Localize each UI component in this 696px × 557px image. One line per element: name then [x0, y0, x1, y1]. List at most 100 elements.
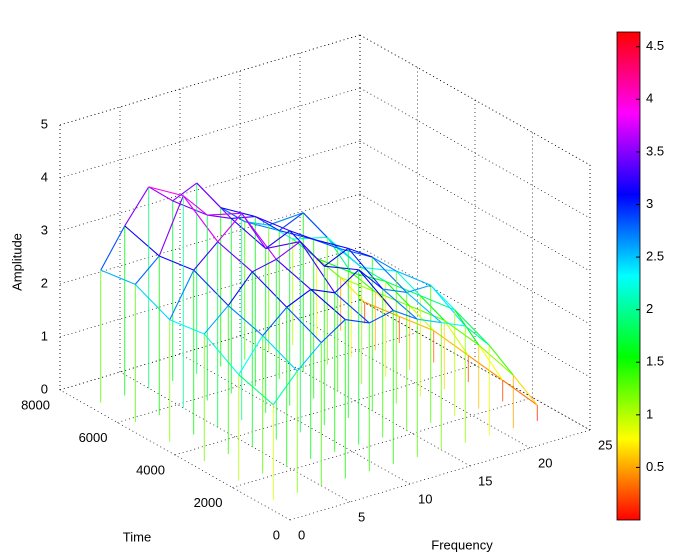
mesh	[100, 182, 538, 501]
y-tick-label: 4000	[136, 462, 165, 477]
colorbar-tick-label: 0.5	[646, 459, 664, 474]
mesh-segment	[382, 288, 407, 293]
mesh-segment	[409, 305, 435, 332]
x-tick-label: 5	[358, 509, 365, 524]
mesh-segment	[371, 256, 408, 293]
mesh-segment	[286, 306, 322, 344]
y-tick-label: 6000	[79, 430, 108, 445]
grid-line	[59, 87, 361, 179]
grid-line	[179, 353, 411, 485]
mesh-segment	[340, 277, 376, 293]
mesh-segment	[265, 241, 301, 250]
mesh-segment	[220, 207, 246, 223]
y-axis-label: Time	[123, 529, 151, 544]
mesh-segment	[203, 333, 240, 376]
mesh-segment	[279, 230, 314, 240]
mesh-segment	[502, 379, 538, 406]
mesh-segment	[100, 269, 136, 285]
z-tick-label: 0	[41, 381, 48, 396]
mesh-segment	[454, 309, 490, 346]
mesh-segment	[478, 344, 514, 376]
mesh-segment	[399, 315, 434, 332]
grid-line	[59, 140, 361, 232]
mesh-segment	[227, 305, 264, 337]
mesh-segment	[124, 225, 160, 257]
mesh-segment	[417, 318, 442, 324]
mesh-segment	[361, 266, 397, 272]
mesh-segment	[512, 374, 538, 406]
mesh-segment	[302, 212, 339, 249]
mesh-segment	[172, 182, 198, 202]
mesh-segment	[275, 258, 312, 290]
mesh-segment	[148, 186, 174, 202]
mesh-segment	[207, 214, 232, 219]
mesh-segment	[364, 301, 400, 317]
mesh-segment	[406, 284, 431, 293]
mesh-segment	[278, 212, 304, 231]
mesh-segment	[286, 289, 312, 308]
mesh-segment	[320, 319, 346, 344]
mesh-segment	[251, 258, 277, 273]
colorbar-tick-label: 3.5	[646, 143, 664, 158]
mesh-segment	[433, 330, 469, 356]
mesh-segment	[443, 319, 469, 356]
mesh-segment	[467, 355, 504, 381]
x-tick-label: 10	[418, 491, 432, 506]
mesh-segment	[255, 216, 290, 232]
mesh-segment	[289, 230, 314, 240]
z-tick-label: 1	[41, 328, 48, 343]
mesh-segment	[207, 212, 242, 216]
grid-line	[117, 332, 418, 423]
mesh-segment	[134, 283, 171, 321]
mesh-segment	[217, 212, 243, 243]
x-tick-label: 0	[298, 527, 305, 542]
mesh-segment	[220, 207, 256, 218]
mesh-segment	[334, 292, 370, 324]
mesh-segment	[443, 319, 480, 346]
mesh-segment	[299, 241, 336, 294]
mesh-segment	[217, 241, 253, 273]
colorbar-tick-label: 4	[646, 91, 653, 106]
grid-line	[299, 317, 531, 449]
z-axis-label: Amplitude	[9, 233, 24, 291]
colorbar	[616, 31, 641, 521]
colorbar-tick-label: 1	[646, 406, 653, 421]
mesh-segment	[464, 325, 490, 346]
mesh-segment	[430, 284, 466, 327]
grid-line	[174, 364, 476, 456]
axes-box	[59, 34, 591, 521]
mesh-segment	[337, 247, 373, 258]
mesh-segment	[169, 319, 205, 335]
mesh-segment	[241, 213, 277, 260]
mesh-segment	[124, 186, 150, 227]
colorbar-tick-label: 4.5	[646, 38, 664, 53]
mesh-segment	[230, 218, 267, 249]
x-tick-label: 20	[538, 455, 552, 470]
mesh-segment	[231, 216, 256, 219]
mesh-segment	[395, 270, 421, 297]
y-tick-label: 8000	[21, 397, 50, 412]
mesh-segment	[406, 292, 442, 323]
mesh-segment	[196, 182, 232, 219]
z-tick-label: 4	[41, 169, 48, 184]
mesh-segment	[262, 335, 298, 372]
mesh-segment	[100, 225, 126, 271]
z-tick-label: 3	[41, 222, 48, 237]
mesh-segment	[337, 247, 363, 268]
mesh-segment	[313, 238, 349, 249]
x-tick-label: 25	[598, 437, 612, 452]
mesh-segment	[316, 257, 342, 279]
mesh-segment	[268, 212, 304, 226]
x-axis-label: Frequency	[431, 537, 493, 552]
mesh-segment	[296, 342, 322, 372]
y-tick-label: 0	[273, 527, 280, 542]
mesh-segment	[345, 319, 370, 324]
grid-line	[59, 389, 291, 521]
mesh-segment	[227, 271, 253, 306]
mesh-segment	[134, 255, 160, 285]
mesh-segment	[159, 255, 194, 271]
grid-line	[119, 371, 351, 503]
mesh-segment	[385, 281, 411, 307]
z-tick-label: 5	[41, 116, 48, 131]
